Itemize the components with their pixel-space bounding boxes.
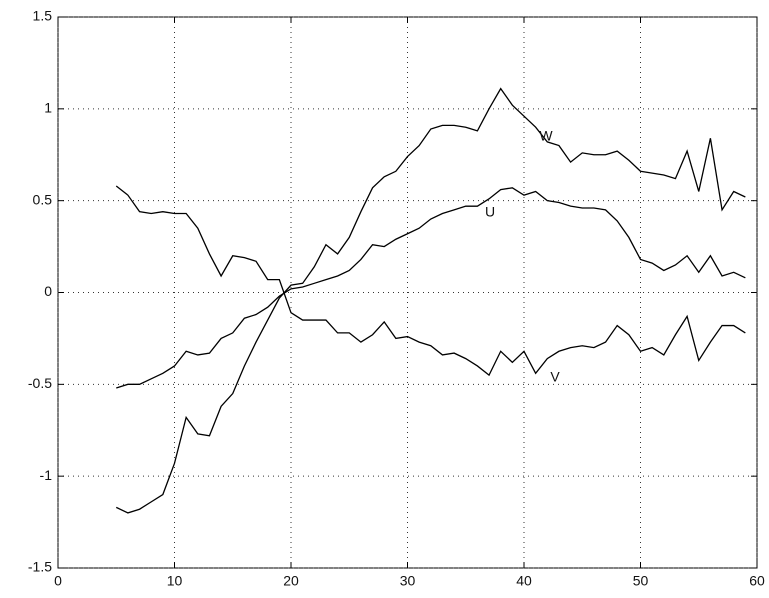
y-tick-label: -1 <box>40 467 53 483</box>
x-tick-label: 20 <box>283 573 299 589</box>
x-tick-label: 40 <box>516 573 532 589</box>
x-tick-label: 50 <box>633 573 649 589</box>
series-line <box>116 187 746 389</box>
y-tick-label: 1.5 <box>33 8 53 24</box>
y-tick-label: 1 <box>44 100 52 116</box>
series-label: V <box>550 369 560 385</box>
series-label: U <box>485 204 495 220</box>
y-tick-label: -0.5 <box>28 375 52 391</box>
y-tick-label: 0.5 <box>33 191 53 207</box>
y-tick-label: 0 <box>44 283 52 299</box>
x-tick-label: 30 <box>400 573 416 589</box>
x-tick-label: 60 <box>749 573 765 589</box>
x-tick-label: 10 <box>167 573 183 589</box>
x-tick-label: 0 <box>54 573 62 589</box>
series-label: W <box>539 128 553 144</box>
series-line <box>115 185 746 377</box>
series-line <box>115 87 746 514</box>
y-tick-label: -1.5 <box>28 559 52 575</box>
